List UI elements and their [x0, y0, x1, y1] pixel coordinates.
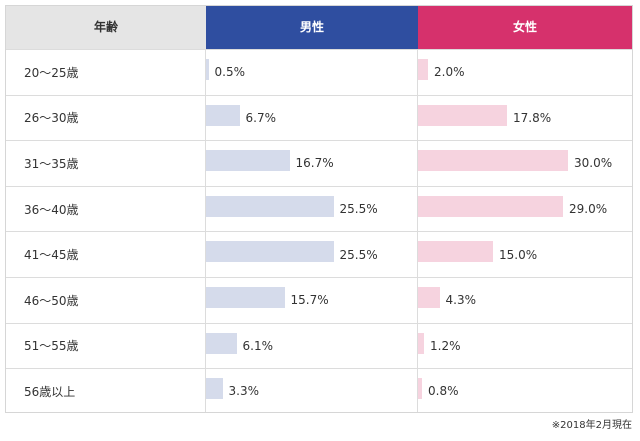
- column-divider: [205, 49, 206, 412]
- column-divider: [417, 49, 418, 412]
- table-row: 26〜30歳 6.7% 17.8%: [6, 94, 632, 141]
- female-value-label: 30.0%: [574, 156, 613, 171]
- male-value-label: 25.5%: [339, 247, 378, 262]
- table-row: 46〜50歳 15.7% 4.3%: [6, 277, 632, 323]
- age-label: 31〜35歳: [24, 156, 79, 171]
- female-bar: [418, 195, 563, 217]
- female-value-label: 29.0%: [569, 202, 608, 217]
- male-value-label: 16.7%: [295, 156, 334, 171]
- male-value-label: 6.7%: [245, 110, 277, 125]
- table-row: 20〜25歳 0.5% 2.0%: [6, 49, 632, 95]
- age-label: 51〜55歳: [24, 339, 79, 354]
- male-bar: [206, 332, 237, 354]
- age-label: 41〜45歳: [24, 248, 79, 263]
- table-row: 56歳以上 3.3% 0.8%: [6, 368, 632, 414]
- table-row: 41〜45歳 25.5% 15.0%: [6, 231, 632, 277]
- table-row: 36〜40歳 25.5% 29.0%: [6, 185, 632, 232]
- date-note: ※2018年2月現在: [551, 420, 632, 431]
- male-bar: [206, 150, 290, 172]
- male-bar: [206, 59, 209, 80]
- female-bar: [418, 104, 507, 126]
- male-bar: [206, 287, 285, 308]
- female-bar: [418, 150, 568, 172]
- female-bar: [418, 287, 440, 308]
- female-bar: [418, 378, 422, 400]
- male-value-label: 25.5%: [339, 202, 378, 217]
- female-value-label: 4.3%: [445, 293, 477, 308]
- male-value-label: 6.1%: [242, 338, 274, 353]
- female-value-label: 0.8%: [428, 384, 459, 399]
- female-value-label: 17.8%: [513, 110, 552, 125]
- age-label: 56歳以上: [24, 384, 76, 399]
- table-row: 51〜55歳 6.1% 1.2%: [6, 322, 632, 369]
- female-bar: [418, 59, 428, 80]
- male-value-label: 0.5%: [214, 65, 246, 80]
- female-bar: [418, 332, 424, 354]
- age-label: 46〜50歳: [24, 293, 79, 308]
- header-age: 年齢: [6, 6, 206, 49]
- male-bar: [206, 378, 223, 400]
- female-value-label: 15.0%: [499, 247, 538, 262]
- male-bar: [206, 195, 334, 217]
- age-label: 20〜25歳: [24, 65, 79, 80]
- female-value-label: 1.2%: [430, 338, 461, 353]
- male-value-label: 3.3%: [228, 384, 260, 399]
- header-male: 男性: [206, 6, 418, 49]
- male-bar: [206, 104, 240, 126]
- male-value-label: 15.7%: [290, 293, 329, 308]
- age-label: 36〜40歳: [24, 202, 79, 217]
- female-bar: [418, 241, 493, 263]
- male-bar: [206, 241, 334, 263]
- table-header: 年齢 男性 女性: [6, 6, 632, 49]
- female-value-label: 2.0%: [434, 65, 465, 80]
- table-row: 31〜35歳 16.7% 30.0%: [6, 140, 632, 186]
- header-female: 女性: [418, 6, 632, 49]
- age-label: 26〜30歳: [24, 111, 79, 126]
- age-distribution-table: 年齢 男性 女性 20〜25歳 0.5% 2.0% 26〜30歳 6.7% 17.8% 31…: [5, 5, 633, 413]
